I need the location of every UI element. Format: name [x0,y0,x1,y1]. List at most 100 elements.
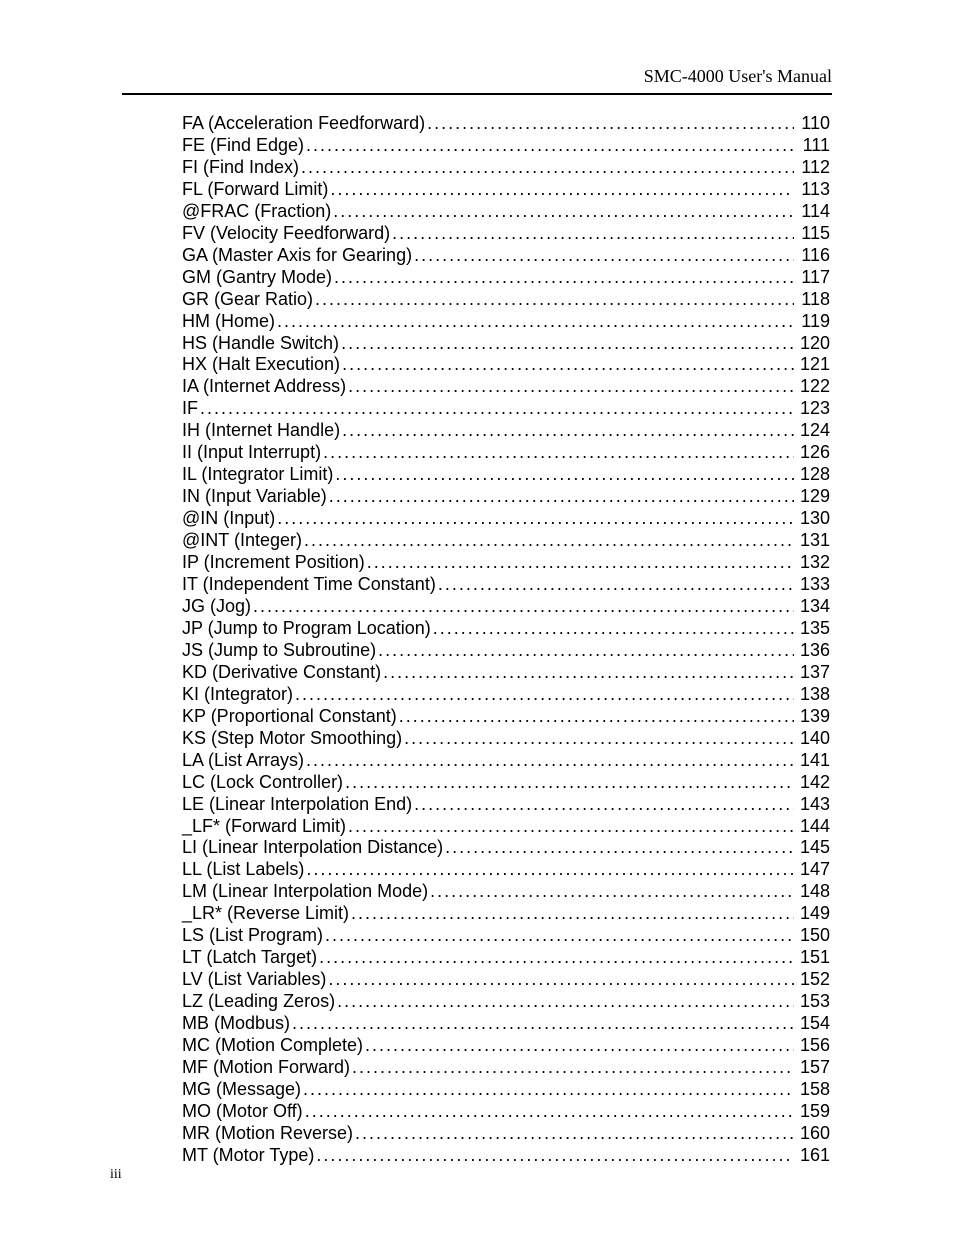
toc-entry-label: FI (Find Index) [182,157,299,179]
toc-row[interactable]: II (Input Interrupt)126 [182,442,830,464]
toc-entry-label: MR (Motion Reverse) [182,1123,353,1145]
toc-leader-dots [436,574,794,596]
toc-entry-page: 131 [794,530,830,552]
toc-row[interactable]: MB (Modbus) 154 [182,1013,830,1035]
toc-row[interactable]: IP (Increment Position)132 [182,552,830,574]
toc-entry-label: II (Input Interrupt) [182,442,321,464]
toc-leader-dots [290,1013,794,1035]
toc-entry-page: 154 [794,1013,830,1035]
toc-row[interactable]: LM (Linear Interpolation Mode)148 [182,881,830,903]
toc-row[interactable]: @FRAC (Fraction)114 [182,201,830,223]
toc-row[interactable]: LL (List Labels)147 [182,859,830,881]
toc-row[interactable]: GR (Gear Ratio)118 [182,289,830,311]
toc-row[interactable]: FE (Find Edge)111 [182,135,830,157]
toc-leader-dots [390,223,794,245]
toc-row[interactable]: LI (Linear Interpolation Distance)145 [182,837,830,859]
toc-row[interactable]: FI (Find Index) 112 [182,157,830,179]
toc-entry-label: IH (Internet Handle) [182,420,340,442]
toc-row[interactable]: IN (Input Variable)129 [182,486,830,508]
toc-row[interactable]: LC (Lock Controller)142 [182,772,830,794]
toc-row[interactable]: MR (Motion Reverse)160 [182,1123,830,1145]
toc-entry-page: 136 [794,640,830,662]
toc-row[interactable]: IH (Internet Handle)124 [182,420,830,442]
toc-entry-label: IA (Internet Address) [182,376,346,398]
toc-row[interactable]: MC (Motion Complete) 156 [182,1035,830,1057]
toc-leader-dots [349,903,794,925]
toc-row[interactable]: GM (Gantry Mode)117 [182,267,830,289]
toc-row[interactable]: @INT (Integer) 131 [182,530,830,552]
toc-entry-label: MB (Modbus) [182,1013,290,1035]
toc-entry-page: 110 [794,113,830,135]
toc-entry-label: GM (Gantry Mode) [182,267,332,289]
toc-entry-page: 113 [794,179,830,201]
toc-leader-dots [304,859,794,881]
toc-entry-page: 148 [794,881,830,903]
toc-entry-page: 141 [794,750,830,772]
toc-leader-dots [314,1145,794,1167]
toc-row[interactable]: HX (Halt Execution)121 [182,354,830,376]
toc-row[interactable]: LV (List Variables)152 [182,969,830,991]
toc-leader-dots [313,289,794,311]
toc-row[interactable]: KS (Step Motor Smoothing)140 [182,728,830,750]
toc-entry-page: 128 [794,464,830,486]
toc-row[interactable]: LE (Linear Interpolation End)143 [182,794,830,816]
toc-entry-label: LZ (Leading Zeros) [182,991,335,1013]
toc-entry-page: 158 [794,1079,830,1101]
toc-entry-label: FV (Velocity Feedforward) [182,223,390,245]
toc-row[interactable]: JS (Jump to Subroutine)136 [182,640,830,662]
toc-entry-label: LA (List Arrays) [182,750,304,772]
toc-row[interactable]: GA (Master Axis for Gearing)116 [182,245,830,267]
toc-row[interactable]: _LF* (Forward Limit) 144 [182,816,830,838]
toc-row[interactable]: MG (Message)158 [182,1079,830,1101]
toc-leader-dots [301,1079,794,1101]
toc-leader-dots [275,508,794,530]
toc-leader-dots [333,464,794,486]
toc-entry-label: MC (Motion Complete) [182,1035,363,1057]
toc-entry-page: 156 [794,1035,830,1057]
toc-row[interactable]: IT (Independent Time Constant)133 [182,574,830,596]
toc-leader-dots [365,552,794,574]
toc-row[interactable]: MO (Motor Off)159 [182,1101,830,1123]
toc-row[interactable]: JG (Jog)134 [182,596,830,618]
toc-row[interactable]: IA (Internet Address)122 [182,376,830,398]
toc-row[interactable]: MF (Motion Forward)157 [182,1057,830,1079]
toc-leader-dots [402,728,794,750]
toc-entry-label: LC (Lock Controller) [182,772,343,794]
toc-entry-label: IN (Input Variable) [182,486,327,508]
toc-entry-page: 112 [794,157,830,179]
toc-row[interactable]: @IN (Input)130 [182,508,830,530]
toc-row[interactable]: HS (Handle Switch)120 [182,333,830,355]
toc-row[interactable]: FV (Velocity Feedforward)115 [182,223,830,245]
toc-entry-page: 111 [794,135,830,157]
toc-row[interactable]: KD (Derivative Constant)137 [182,662,830,684]
toc-entry-label: @INT (Integer) [182,530,302,552]
toc-entry-page: 144 [794,816,830,838]
toc-entry-label: IL (Integrator Limit) [182,464,333,486]
toc-row[interactable]: FA (Acceleration Feedforward)110 [182,113,830,135]
toc-row[interactable]: IL (Integrator Limit) 128 [182,464,830,486]
toc-row[interactable]: KI (Integrator)138 [182,684,830,706]
toc-row[interactable]: FL (Forward Limit)113 [182,179,830,201]
toc-leader-dots [353,1123,794,1145]
toc-row[interactable]: LA (List Arrays) 141 [182,750,830,772]
toc-entry-label: MF (Motion Forward) [182,1057,350,1079]
toc-row[interactable]: KP (Proportional Constant)139 [182,706,830,728]
toc-row[interactable]: _LR* (Reverse Limit)149 [182,903,830,925]
header-rule [122,93,832,95]
toc-row[interactable]: LS (List Program)150 [182,925,830,947]
toc-row[interactable]: LZ (Leading Zeros)153 [182,991,830,1013]
toc-row[interactable]: JP (Jump to Program Location)135 [182,618,830,640]
toc-entry-label: KI (Integrator) [182,684,293,706]
toc-row[interactable]: LT (Latch Target)151 [182,947,830,969]
toc-entry-page: 137 [794,662,830,684]
toc-row[interactable]: IF123 [182,398,830,420]
toc-row[interactable]: MT (Motor Type)161 [182,1145,830,1167]
toc-entry-label: JG (Jog) [182,596,251,618]
toc-row[interactable]: HM (Home)119 [182,311,830,333]
toc-leader-dots [346,376,794,398]
toc-entry-label: _LF* (Forward Limit) [182,816,346,838]
toc-leader-dots [293,684,794,706]
toc-entry-page: 150 [794,925,830,947]
toc-entry-label: IT (Independent Time Constant) [182,574,436,596]
toc-entry-label: LT (Latch Target) [182,947,317,969]
